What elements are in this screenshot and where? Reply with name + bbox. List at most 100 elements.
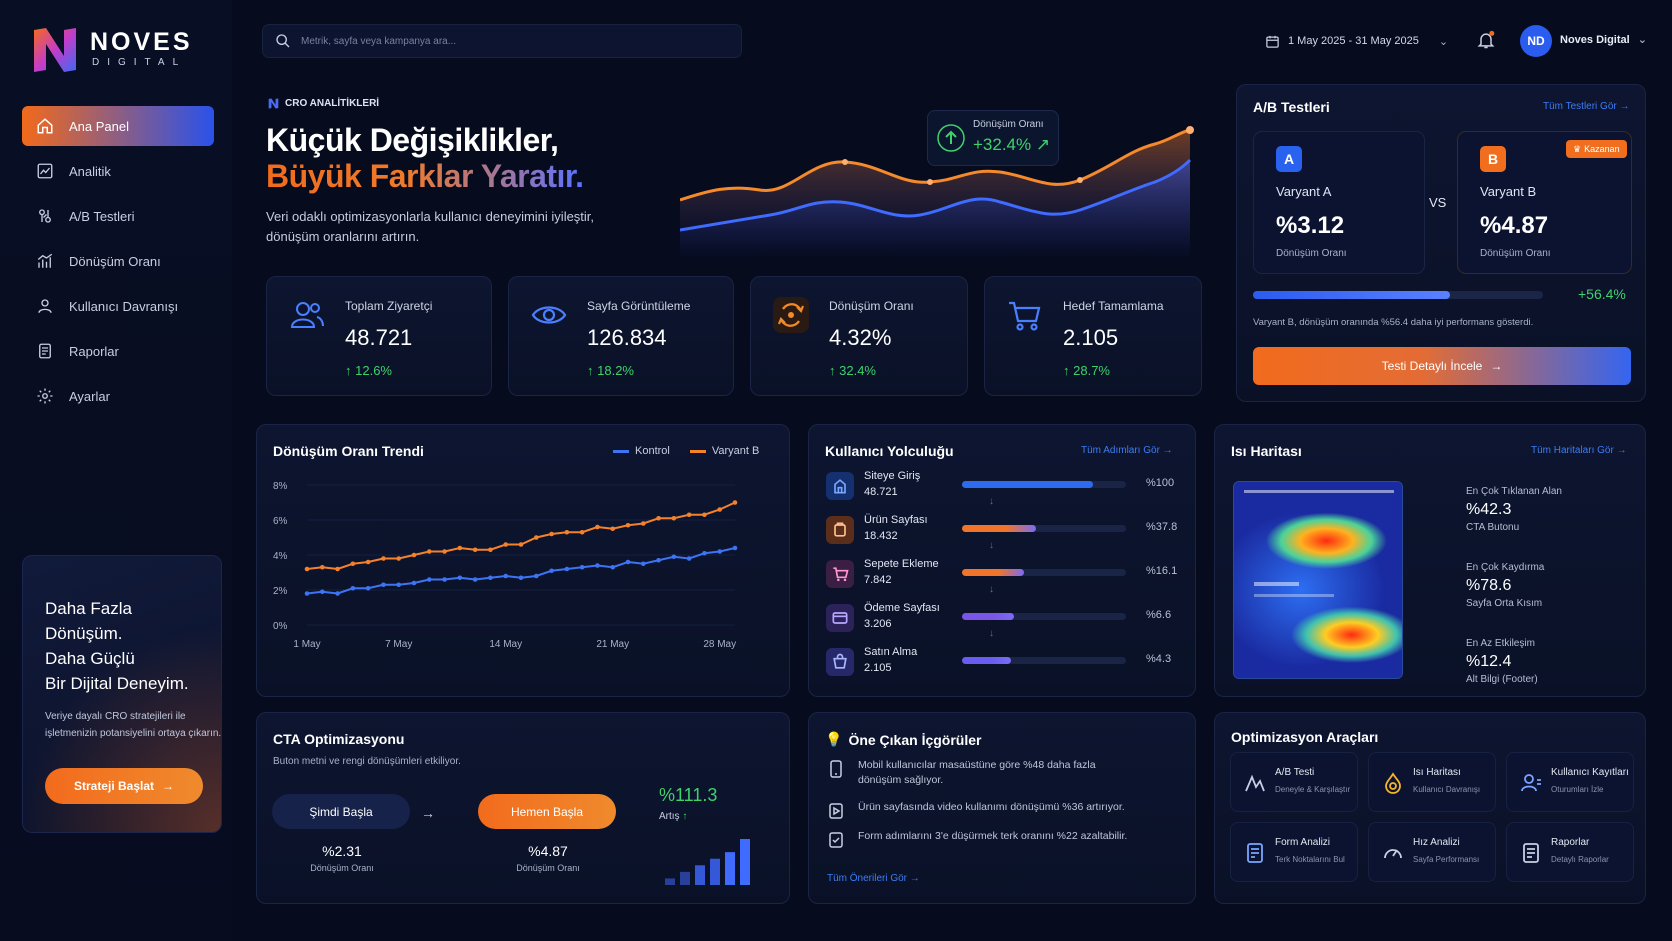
cta-new-button[interactable]: Hemen Başla <box>478 794 616 829</box>
date-range-picker[interactable]: 1 May 2025 - 31 May 2025 ⌄ <box>1255 24 1455 58</box>
gear-icon <box>37 388 53 404</box>
sidebar-item-kullanici-davranisi[interactable]: Kullanıcı Davranışı <box>22 286 214 326</box>
video-icon <box>829 803 843 819</box>
sidebar-item-ab-testleri[interactable]: A/B Testleri <box>22 196 214 236</box>
data-point <box>381 556 386 561</box>
tool-report[interactable]: Raporlar Detaylı Raporlar <box>1506 822 1634 882</box>
trophy-icon: ♛ <box>1573 143 1582 154</box>
legend-varyant: Varyant B <box>711 445 760 457</box>
journey-step-name: Ürün Sayfası <box>864 514 928 526</box>
data-point <box>625 559 631 565</box>
tool-heat[interactable]: Isı Haritası Kullanıcı Davranışı <box>1368 752 1496 812</box>
tool-sub: Oturumları İzle <box>1551 785 1604 794</box>
journey-step-value: 7.842 <box>864 574 892 586</box>
cta-old-stats: %2.31 Dönüşüm Oranı <box>273 843 411 873</box>
journey-step[interactable]: Siteye Giriş 48.721 %100 ↓ <box>826 470 1174 507</box>
tool-ab-tool[interactable]: A/B Testi Deneyle & Karşılaştır <box>1230 752 1358 812</box>
cta-title: CTA Optimizasyonu <box>273 731 405 747</box>
arrow-right-icon: → <box>1490 359 1503 373</box>
journey-step-value: 3.206 <box>864 618 892 630</box>
cta-growth-bar <box>680 871 690 885</box>
tool-name: Hız Analizi <box>1413 837 1460 848</box>
journey-step[interactable]: Sepete Ekleme 7.842 %16.1 ↓ <box>826 558 1177 595</box>
heatmap-stat-label: En Çok Tıklanan Alan <box>1466 486 1562 497</box>
tool-form[interactable]: Form Analizi Terk Noktalarını Bul <box>1230 822 1358 882</box>
insights-link[interactable]: Tüm Önerileri Gör → <box>827 873 920 884</box>
legend-swatch-varyant <box>689 449 706 453</box>
journey-step[interactable]: Ürün Sayfası 18.432 %37.8 ↓ <box>826 514 1177 551</box>
heatmap-preview[interactable] <box>1233 481 1403 679</box>
data-point <box>564 566 570 572</box>
sidebar-item-label: Ana Panel <box>69 118 129 134</box>
button-label: Hemen Başla <box>510 804 584 819</box>
cta-growth-bar <box>665 878 675 885</box>
sidebar-item-label: Analitik <box>69 163 111 179</box>
strategy-start-button[interactable]: Strateji Başlat → <box>45 768 203 804</box>
ab-tests-link[interactable]: Tüm Testleri Gör → <box>1543 101 1630 112</box>
uplift-progress-fill <box>1253 291 1451 299</box>
payment-icon <box>826 604 854 632</box>
tool-speed[interactable]: Hız Analizi Sayfa Performansı <box>1368 822 1496 882</box>
tool-sub: Detaylı Raporlar <box>1551 855 1609 864</box>
hero-title: Küçük Değişiklikler, <box>266 122 559 158</box>
tool-sub: Deneyle & Karşılaştır <box>1275 785 1351 794</box>
cta-old-button[interactable]: Şimdi Başla <box>272 794 410 829</box>
heatmap-stat-value: %12.4 <box>1466 653 1512 670</box>
entry-icon <box>826 472 854 500</box>
tool-recording[interactable]: Kullanıcı Kayıtları Oturumları İzle <box>1506 752 1634 812</box>
legend-kontrol: Kontrol <box>635 445 670 457</box>
journey-step-name: Sepete Ekleme <box>864 558 939 570</box>
data-point <box>426 549 432 554</box>
data-point <box>671 554 677 560</box>
journey-link[interactable]: Tüm Adımları Gör → <box>1081 445 1173 456</box>
arrow-right-icon: → <box>162 779 175 793</box>
variant-b-card[interactable]: B ♛ Kazanan Varyant B %4.87 Dönüşüm Oranı <box>1457 131 1632 274</box>
kpi-change-value: 32.4% <box>839 363 876 378</box>
cart-icon <box>826 560 854 588</box>
data-point <box>442 577 447 582</box>
trend-chart: 0% 2% 4% 6% 8% 1 May 7 May 14 May 21 May 28 May <box>273 481 738 650</box>
uplift-value: +56.4% <box>1578 286 1626 302</box>
sidebar-item-donusum-orani[interactable]: Dönüşüm Oranı <box>22 241 214 281</box>
notification-bell-icon[interactable] <box>1476 30 1496 50</box>
recording-icon <box>1521 774 1541 792</box>
tool-name: A/B Testi <box>1275 767 1315 778</box>
variant-a-card[interactable]: A Varyant A %3.12 Dönüşüm Oranı <box>1253 131 1425 274</box>
heatmap-link[interactable]: Tüm Haritaları Gör → <box>1531 445 1627 456</box>
data-point <box>595 563 600 568</box>
avatar[interactable]: ND <box>1520 25 1552 57</box>
journey-step-track <box>962 569 1126 576</box>
link-text: Tüm Önerileri Gör <box>827 873 908 884</box>
kpi-change-value: 18.2% <box>597 363 634 378</box>
journey-step[interactable]: Ödeme Sayfası 3.206 %6.6 ↓ <box>826 602 1171 639</box>
kpi-card-goals: Hedef Tamamlama 2.105 ↑ 28.7% <box>984 276 1202 396</box>
kpi-value: 48.721 <box>345 325 413 350</box>
kpi-card-visitors: Toplam Ziyaretçi 48.721 ↑ 12.6% <box>266 276 492 396</box>
y-tick-label: 4% <box>273 551 288 562</box>
journey-step-fill <box>962 569 1025 576</box>
conversion-icon <box>37 253 53 268</box>
kpi-value: 4.32% <box>829 325 892 350</box>
search-bar[interactable] <box>262 24 742 58</box>
tool-name: Kullanıcı Kayıtları <box>1551 767 1629 778</box>
link-text: Tüm Testleri Gör <box>1543 101 1617 112</box>
journey-step[interactable]: Satın Alma 2.105 %4.3 <box>826 646 1171 680</box>
journey-step-value: 18.432 <box>864 530 898 542</box>
sidebar-item-ayarlar[interactable]: Ayarlar <box>22 376 214 416</box>
test-detail-button[interactable]: Testi Detaylı İncele → <box>1253 347 1631 385</box>
arrow-right-icon: → <box>421 805 435 821</box>
promo-title-line: Daha Güçlü <box>45 649 135 668</box>
sidebar-item-analitik[interactable]: Analitik <box>22 151 214 191</box>
sidebar-item-label: Raporlar <box>69 343 119 359</box>
sidebar-item-raporlar[interactable]: Raporlar <box>22 331 214 371</box>
user-name[interactable]: Noves Digital ⌄ <box>1560 33 1647 46</box>
search-input[interactable] <box>301 35 701 47</box>
journey-step-value: 48.721 <box>864 486 898 498</box>
tools-title: Optimizasyon Araçları <box>1231 729 1379 745</box>
sidebar-item-ana-panel[interactable]: Ana Panel <box>22 106 214 146</box>
kpi-title: Dönüşüm Oranı <box>829 299 914 313</box>
data-point <box>656 515 661 521</box>
heatmap-stat: En Çok Kaydırma %78.6 Sayfa Orta Kısım <box>1466 562 1544 609</box>
journey-step-fill <box>962 525 1036 532</box>
x-tick-label: 28 May <box>703 639 736 650</box>
